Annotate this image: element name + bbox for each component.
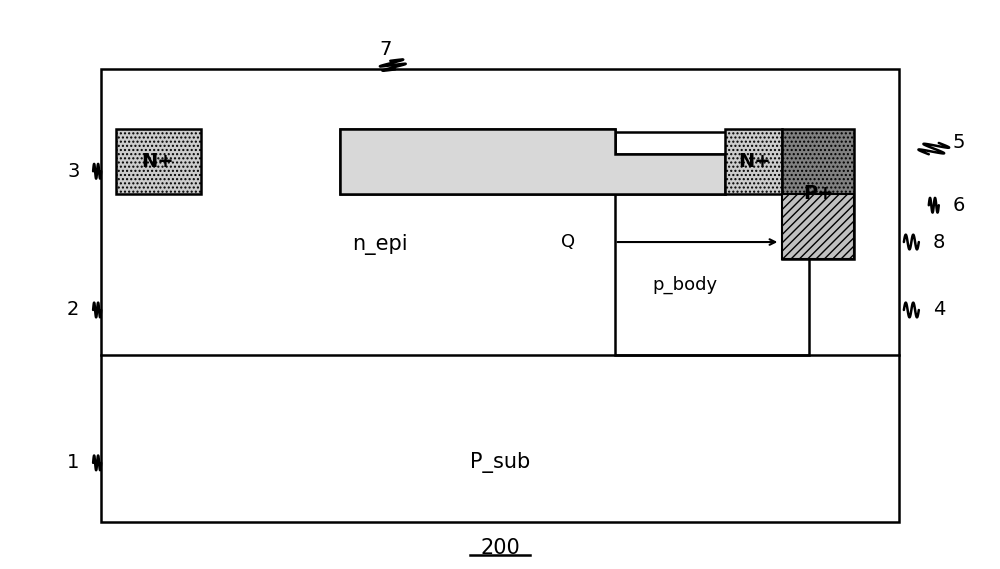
Bar — [725, 129, 782, 194]
Bar — [782, 129, 854, 259]
Bar — [782, 194, 854, 259]
Text: P_sub: P_sub — [470, 452, 530, 473]
Bar — [340, 129, 615, 194]
Text: 7: 7 — [379, 40, 392, 59]
Text: 3: 3 — [67, 162, 79, 181]
Text: 5: 5 — [952, 134, 965, 152]
Text: 8: 8 — [933, 233, 945, 251]
Text: P+: P+ — [803, 184, 833, 203]
Bar — [116, 129, 201, 194]
Bar — [615, 154, 725, 194]
Polygon shape — [340, 129, 725, 194]
Text: n_epi: n_epi — [353, 234, 408, 255]
Text: 200: 200 — [480, 538, 520, 558]
Text: N+: N+ — [142, 151, 174, 171]
Text: Q: Q — [561, 233, 575, 251]
Text: 4: 4 — [933, 300, 945, 319]
Text: 2: 2 — [67, 300, 79, 319]
Bar — [101, 69, 899, 522]
Bar — [615, 154, 725, 194]
Bar — [615, 131, 809, 355]
Text: 6: 6 — [953, 196, 965, 215]
Text: p_body: p_body — [652, 275, 717, 294]
Bar — [340, 129, 615, 194]
Text: N+: N+ — [738, 151, 771, 171]
Text: 1: 1 — [67, 453, 79, 472]
